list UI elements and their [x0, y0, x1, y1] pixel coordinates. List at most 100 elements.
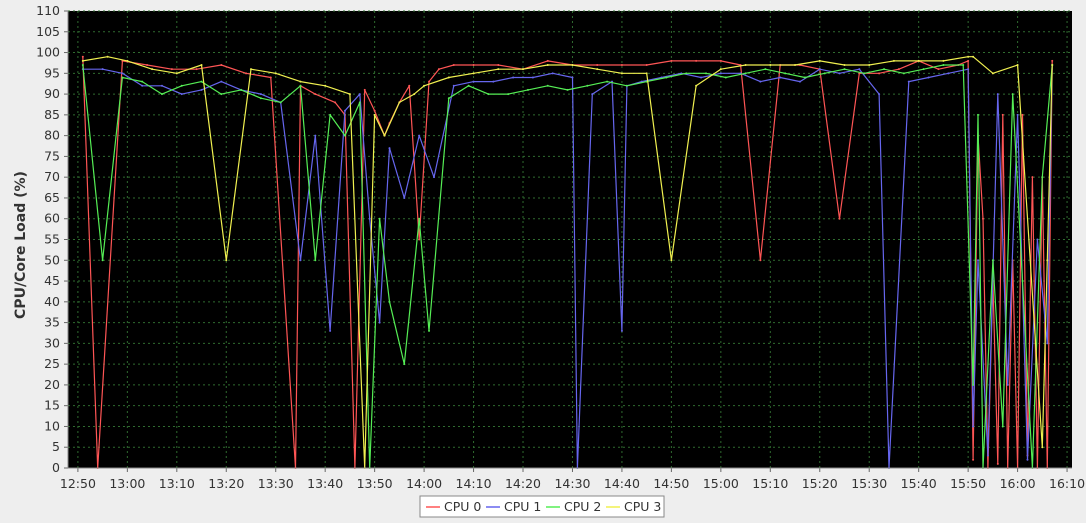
series-point-cpu-3 — [1051, 64, 1054, 67]
series-point-cpu-1 — [220, 80, 223, 83]
x-tick-label: 15:30 — [851, 476, 887, 491]
series-point-cpu-3 — [274, 72, 277, 75]
x-tick-label: 15:20 — [802, 476, 838, 491]
series-point-cpu-3 — [151, 68, 154, 71]
series-point-cpu-3 — [522, 68, 525, 71]
x-tick-label: 15:40 — [901, 476, 937, 491]
x-tick-label: 16:10 — [1049, 476, 1085, 491]
series-point-cpu-2 — [977, 113, 980, 116]
series-point-cpu-0 — [497, 64, 500, 67]
x-tick-label: 13:00 — [109, 476, 145, 491]
series-point-cpu-1 — [160, 84, 163, 87]
series-point-cpu-0 — [245, 72, 248, 75]
series-point-cpu-0 — [838, 217, 841, 220]
legend: CPU 0 CPU 1 CPU 2 CPU 3 — [419, 495, 665, 518]
series-point-cpu-1 — [798, 80, 801, 83]
y-tick-label: 0 — [52, 460, 60, 475]
series-point-cpu-1 — [299, 259, 302, 262]
y-tick-label: 15 — [44, 398, 60, 413]
series-point-cpu-0 — [428, 80, 431, 83]
series-point-cpu-2 — [942, 64, 945, 67]
y-tick-label: 65 — [44, 190, 60, 205]
series-point-cpu-0 — [408, 84, 411, 87]
series-point-cpu-2 — [329, 113, 332, 116]
series-point-cpu-3 — [645, 72, 648, 75]
series-point-cpu-3 — [348, 93, 351, 96]
series-point-cpu-3 — [695, 84, 698, 87]
x-tick-label: 14:10 — [456, 476, 492, 491]
series-point-cpu-0 — [972, 458, 975, 461]
legend-label: CPU 2 — [564, 499, 601, 514]
series-point-cpu-3 — [383, 134, 386, 137]
series-point-cpu-2 — [1001, 425, 1004, 428]
series-point-cpu-1 — [329, 329, 332, 332]
series-point-cpu-1 — [818, 68, 821, 71]
series-point-cpu-0 — [418, 238, 421, 241]
series-point-cpu-3 — [200, 64, 203, 67]
x-tick-label: 15:00 — [703, 476, 739, 491]
series-point-cpu-0 — [759, 259, 762, 262]
y-tick-label: 20 — [44, 377, 60, 392]
x-tick-label: 13:10 — [159, 476, 195, 491]
y-tick-label: 75 — [44, 148, 60, 163]
y-tick-label: 60 — [44, 211, 60, 226]
series-point-cpu-3 — [719, 68, 722, 71]
y-tick-label: 10 — [44, 418, 60, 433]
series-point-cpu-0 — [645, 64, 648, 67]
series-point-cpu-3 — [423, 84, 426, 87]
legend-frame — [419, 495, 665, 518]
series-point-cpu-3 — [225, 259, 228, 262]
y-tick-label: 95 — [44, 65, 60, 80]
series-point-cpu-0 — [146, 64, 149, 67]
series-point-cpu-0 — [695, 59, 698, 62]
series-point-cpu-1 — [878, 93, 881, 96]
series-line-cpu-3 — [82, 56, 1053, 469]
series-point-cpu-3 — [497, 68, 500, 71]
series-point-cpu-1 — [101, 68, 104, 71]
y-tick-label: 5 — [52, 439, 60, 454]
series-point-cpu-3 — [1016, 64, 1019, 67]
y-axis-label: CPU/Core Load (%) — [13, 171, 29, 319]
series-point-cpu-3 — [670, 259, 673, 262]
series-point-cpu-0 — [967, 59, 970, 62]
series-point-cpu-3 — [744, 64, 747, 67]
series-point-cpu-0 — [1001, 113, 1004, 116]
y-tick-label: 90 — [44, 86, 60, 101]
series-point-cpu-1 — [180, 93, 183, 96]
series-point-cpu-2 — [823, 72, 826, 75]
series-point-cpu-3 — [942, 59, 945, 62]
series-point-cpu-3 — [398, 101, 401, 104]
series-point-cpu-2 — [180, 84, 183, 87]
series-point-cpu-0 — [81, 55, 84, 58]
series-point-cpu-0 — [363, 88, 366, 91]
series-point-cpu-2 — [220, 93, 223, 96]
series-point-cpu-2 — [388, 300, 391, 303]
series-point-cpu-2 — [1011, 93, 1014, 96]
series-point-cpu-0 — [1051, 59, 1054, 62]
series-point-cpu-1 — [314, 134, 317, 137]
y-tick-label: 40 — [44, 294, 60, 309]
series-point-cpu-2 — [141, 80, 144, 83]
series-point-cpu-2 — [546, 84, 549, 87]
series-point-cpu-1 — [432, 176, 435, 179]
y-tick-label: 55 — [44, 232, 60, 247]
series-point-cpu-0 — [452, 64, 455, 67]
series-point-cpu-3 — [249, 68, 252, 71]
series-point-cpu-2 — [705, 72, 708, 75]
series-point-cpu-1 — [1026, 458, 1029, 461]
axis-layer: 0 5 10 15 20 25 30 35 40 45 50 55 60 65 70 75 80 85 90 95 10… — [36, 3, 1085, 491]
y-tick-label: 105 — [36, 24, 60, 39]
series-point-cpu-1 — [141, 84, 144, 87]
x-tick-label: 14:40 — [604, 476, 640, 491]
series-point-cpu-1 — [779, 76, 782, 79]
series-point-cpu-2 — [160, 93, 163, 96]
series-point-cpu-2 — [764, 68, 767, 71]
series-point-cpu-2 — [299, 84, 302, 87]
series-point-cpu-3 — [868, 64, 871, 67]
series-point-cpu-0 — [546, 59, 549, 62]
series-point-cpu-1 — [1016, 113, 1019, 116]
series-point-cpu-0 — [1031, 176, 1034, 179]
series-point-cpu-1 — [378, 321, 381, 324]
series-point-cpu-1 — [907, 80, 910, 83]
